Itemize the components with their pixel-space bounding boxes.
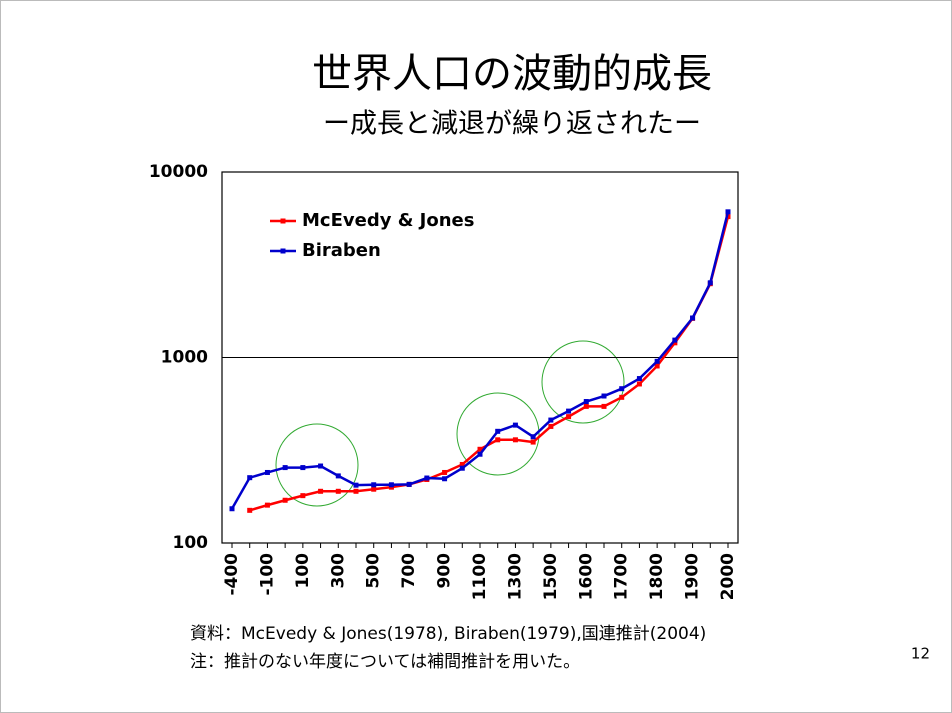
x-tick-label: 900 bbox=[435, 553, 455, 589]
highlight-circle bbox=[456, 392, 540, 476]
series-marker bbox=[566, 414, 572, 420]
series-marker bbox=[583, 399, 589, 405]
series-marker bbox=[619, 386, 625, 392]
series-marker bbox=[442, 469, 448, 475]
slide-title: 世界人口の波動的成長 bbox=[312, 51, 712, 97]
series-marker bbox=[619, 394, 625, 400]
highlight-circle bbox=[275, 423, 359, 507]
series-marker bbox=[335, 488, 341, 494]
legend-label: Biraben bbox=[302, 240, 381, 261]
series-marker bbox=[654, 363, 660, 369]
series-marker bbox=[690, 315, 696, 321]
series-marker bbox=[725, 209, 731, 215]
series-marker bbox=[495, 437, 501, 443]
series-marker bbox=[229, 506, 235, 512]
x-tick-label: 1500 bbox=[541, 553, 561, 600]
x-tick-label: 1100 bbox=[470, 553, 490, 600]
series-marker bbox=[672, 340, 678, 346]
series-marker bbox=[318, 463, 324, 469]
highlight-circle bbox=[541, 340, 625, 424]
page-number: 12 bbox=[911, 645, 930, 663]
series-marker bbox=[477, 446, 483, 452]
series-marker bbox=[636, 381, 642, 387]
series-marker bbox=[601, 403, 607, 409]
series-marker bbox=[512, 437, 518, 443]
x-tick-label: 100 bbox=[293, 553, 313, 589]
series-marker bbox=[282, 465, 288, 471]
series-marker bbox=[707, 280, 713, 286]
series-marker bbox=[530, 439, 536, 445]
x-tick-label: 1900 bbox=[683, 553, 703, 600]
series-marker bbox=[512, 422, 518, 428]
series-marker bbox=[601, 393, 607, 399]
legend-marker bbox=[280, 248, 286, 254]
series-marker bbox=[636, 376, 642, 382]
series-marker bbox=[566, 408, 572, 414]
series-marker bbox=[388, 482, 394, 488]
series-marker bbox=[654, 358, 660, 364]
series-marker bbox=[459, 461, 465, 467]
legend-label: McEvedy & Jones bbox=[302, 210, 474, 231]
series-marker bbox=[353, 488, 359, 494]
x-tick-label: 2000 bbox=[718, 553, 738, 600]
series-marker bbox=[406, 481, 412, 487]
series-marker bbox=[247, 507, 253, 513]
series-marker bbox=[264, 469, 270, 475]
series-marker bbox=[672, 337, 678, 343]
series-marker bbox=[335, 473, 341, 479]
x-tick-label: -400 bbox=[222, 553, 242, 596]
series-marker bbox=[371, 482, 377, 488]
x-tick-label: -100 bbox=[257, 553, 277, 596]
y-tick-label: 100 bbox=[173, 533, 209, 553]
series-marker bbox=[300, 465, 306, 471]
series-marker bbox=[442, 476, 448, 482]
footnote: 注：推計のない年度については補間推計を用いた。 bbox=[190, 652, 580, 672]
series-marker bbox=[371, 486, 377, 492]
x-tick-label: 1600 bbox=[576, 553, 596, 600]
series-marker bbox=[264, 502, 270, 508]
x-tick-label: 300 bbox=[328, 553, 348, 589]
series-marker bbox=[495, 428, 501, 434]
series-marker bbox=[530, 434, 536, 440]
legend-marker bbox=[280, 218, 286, 224]
series-marker bbox=[459, 465, 465, 471]
series-marker bbox=[424, 475, 430, 481]
series-marker bbox=[282, 497, 288, 503]
series-marker bbox=[548, 417, 554, 423]
x-tick-label: 1800 bbox=[647, 553, 667, 600]
series-marker bbox=[318, 488, 324, 494]
x-tick-label: 700 bbox=[399, 553, 419, 589]
x-tick-label: 500 bbox=[364, 553, 384, 589]
source-note: 資料：McEvedy & Jones(1978), Biraben(1979),… bbox=[190, 624, 706, 644]
y-tick-label: 1000 bbox=[161, 348, 208, 368]
x-tick-label: 1700 bbox=[612, 553, 632, 600]
series-marker bbox=[300, 493, 306, 499]
y-tick-label: 10000 bbox=[149, 162, 208, 182]
series-marker bbox=[353, 482, 359, 488]
slide-subtitle: ー成長と減退が繰り返されたー bbox=[323, 109, 701, 140]
series-marker bbox=[477, 451, 483, 457]
series-marker bbox=[583, 403, 589, 409]
series-marker bbox=[548, 423, 554, 429]
series-marker bbox=[247, 475, 253, 481]
x-tick-label: 1300 bbox=[505, 553, 525, 600]
